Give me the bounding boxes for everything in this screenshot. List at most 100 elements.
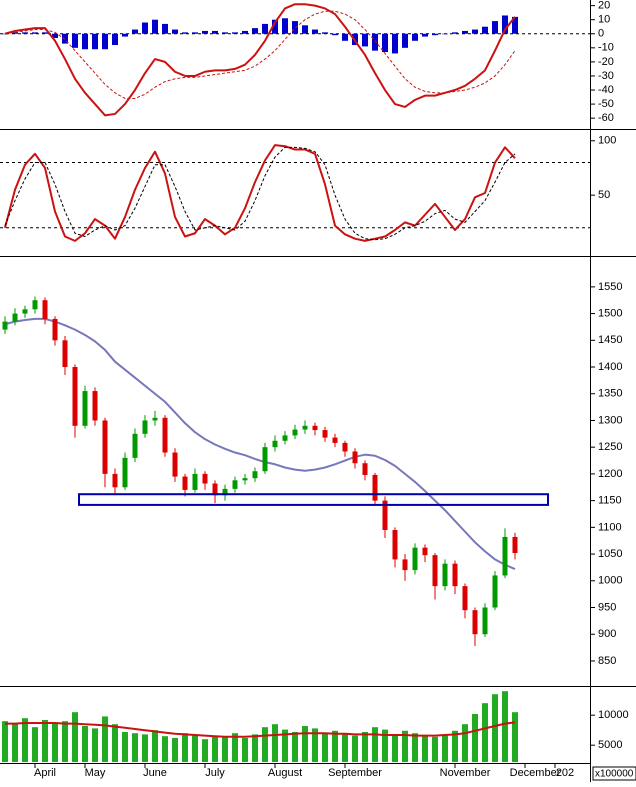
bar	[312, 728, 318, 762]
bar	[2, 33, 8, 35]
bar	[192, 734, 198, 762]
bar	[342, 734, 348, 762]
candle-body	[402, 559, 408, 571]
bar	[472, 714, 478, 762]
x-tick-label: June	[143, 767, 167, 779]
y-tick-label: 1300	[598, 414, 622, 426]
bar	[272, 19, 278, 34]
bar	[472, 29, 478, 34]
candle-body	[482, 607, 488, 635]
candle-body	[92, 391, 98, 421]
candle-body	[362, 463, 368, 475]
y-tick-label: 1550	[598, 281, 622, 293]
bar	[462, 724, 468, 762]
candle-body	[112, 473, 118, 488]
bar	[12, 724, 18, 762]
bar	[22, 32, 28, 34]
y-tick-label: 20	[598, 0, 610, 12]
candle-body	[42, 300, 48, 319]
bar	[282, 18, 288, 34]
bar	[512, 712, 518, 762]
x-tick-label: August	[268, 767, 302, 779]
candle-body	[2, 321, 8, 330]
bar	[482, 703, 488, 762]
candle-body	[202, 473, 208, 484]
bar	[182, 733, 188, 762]
bar	[482, 26, 488, 34]
bar	[272, 724, 278, 762]
candle-body	[162, 417, 168, 453]
unit-box	[592, 766, 636, 781]
bar	[82, 33, 88, 50]
candle-body	[502, 536, 508, 576]
candle-body	[132, 433, 138, 458]
bar	[392, 33, 398, 54]
candle-body	[432, 555, 438, 587]
bar	[382, 729, 388, 762]
bar	[242, 30, 248, 34]
candle-body	[242, 478, 248, 481]
candle-body	[292, 429, 298, 436]
y-tick-label: -60	[598, 112, 614, 124]
bar	[212, 30, 218, 34]
candle-body	[302, 425, 308, 430]
candle-body	[452, 563, 458, 587]
bar	[432, 736, 438, 762]
bar	[372, 727, 378, 762]
bar	[292, 732, 298, 762]
y-tick-label: 1150	[598, 495, 622, 507]
bar	[442, 33, 448, 35]
y-tick-label: 1100	[598, 521, 622, 533]
bar	[122, 33, 128, 37]
y-tick-label: 50	[598, 189, 610, 201]
bar	[392, 734, 398, 762]
bar	[212, 736, 218, 762]
candle-body	[82, 391, 88, 426]
y-tick-label: 1400	[598, 361, 622, 373]
bar	[112, 33, 118, 46]
candle-body	[392, 530, 398, 560]
bar	[92, 728, 98, 762]
bar	[252, 734, 258, 762]
x-tick-label: July	[205, 767, 225, 779]
bar	[122, 732, 128, 762]
bar	[352, 735, 358, 762]
bar	[332, 33, 338, 36]
bar	[492, 694, 498, 762]
bar	[132, 29, 138, 34]
bar	[462, 30, 468, 34]
bar	[82, 726, 88, 762]
y-tick-label: 1000	[598, 575, 622, 587]
candle-body	[442, 563, 448, 587]
x-tick-label: November	[440, 767, 491, 779]
line	[4, 3, 516, 117]
y-tick-label: -10	[598, 42, 614, 54]
y-tick-label: 100	[598, 135, 616, 147]
y-tick-label: 1250	[598, 441, 622, 453]
bar	[22, 718, 28, 762]
bar	[202, 739, 208, 762]
unit-label: x100000	[595, 769, 634, 780]
bar	[32, 32, 38, 34]
candle-body	[492, 575, 498, 608]
bar	[372, 33, 378, 51]
candle-body	[472, 610, 478, 635]
y-tick-label: 5000	[598, 739, 622, 751]
candle-body	[142, 420, 148, 434]
candle-body	[332, 437, 338, 443]
x-tick-label: September	[328, 767, 382, 779]
candle-body	[352, 451, 358, 464]
x-tick-label: May	[85, 767, 106, 779]
y-tick-label: 10	[598, 14, 610, 26]
bar	[92, 33, 98, 50]
bar	[142, 22, 148, 34]
candle-body	[72, 367, 78, 426]
bar	[322, 32, 328, 34]
bar	[452, 730, 458, 762]
bar	[62, 33, 68, 44]
bar	[152, 19, 158, 34]
bar	[172, 738, 178, 762]
bar	[382, 33, 388, 53]
candle-body	[192, 473, 198, 490]
